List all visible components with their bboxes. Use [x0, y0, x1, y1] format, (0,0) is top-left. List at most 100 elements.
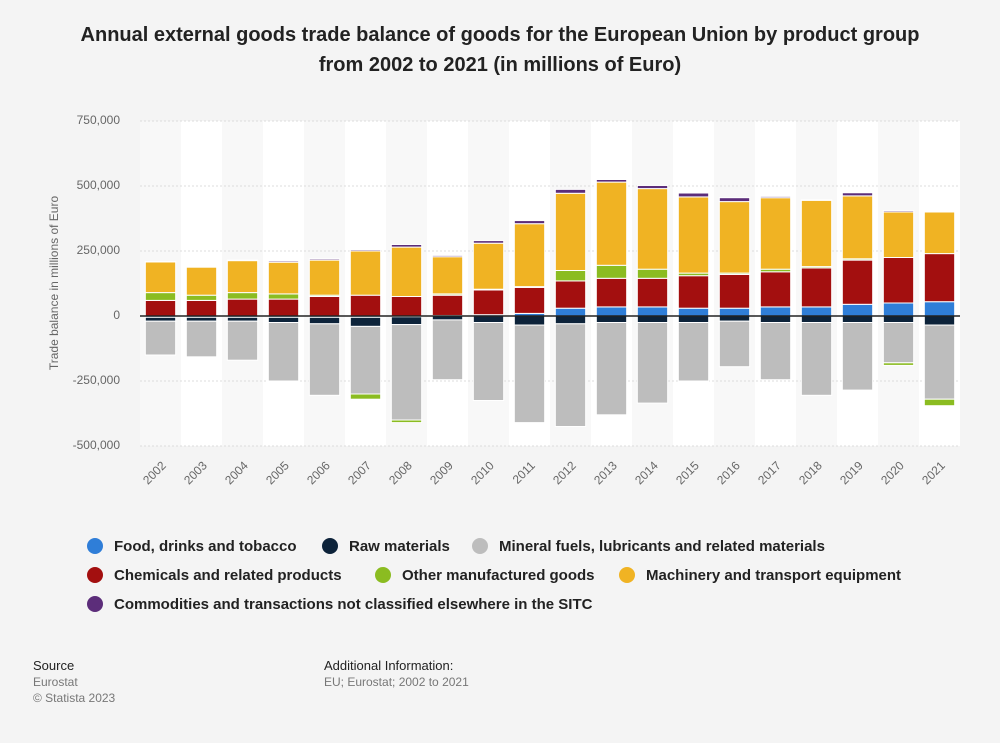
x-tick-label: 2017 — [755, 458, 784, 487]
bar-segment — [554, 192, 587, 271]
bar-segment — [308, 316, 341, 325]
bar-segment — [513, 220, 546, 225]
source: Eurostat — [33, 675, 78, 689]
x-tick-label: 2005 — [263, 458, 292, 487]
bar-segment — [800, 315, 833, 323]
bar-segment — [636, 277, 669, 308]
bar-segment — [841, 192, 874, 197]
legend-label: Mineral fuels, lubricants and related ma… — [499, 538, 825, 555]
bar-segment — [472, 242, 505, 290]
x-tick-label: 2012 — [550, 458, 579, 487]
bar-segment — [554, 280, 587, 309]
bar-segment — [513, 315, 546, 326]
bar-segment — [431, 319, 464, 381]
bar-segment — [636, 184, 669, 190]
bar-segment — [636, 268, 669, 279]
bar-segment — [800, 306, 833, 317]
bar-segment — [472, 289, 505, 316]
bar-segment — [923, 253, 956, 303]
bar-segment — [554, 270, 587, 282]
bar-segment — [800, 267, 833, 308]
bar-segment — [677, 315, 710, 323]
y-tick-label: 500,000 — [77, 178, 121, 192]
bar-segment — [185, 299, 218, 317]
x-tick-label: 2021 — [919, 458, 948, 487]
bar-segment — [677, 275, 710, 309]
x-tick-label: 2008 — [386, 458, 415, 487]
bar-segment — [882, 302, 915, 317]
bar-segment — [882, 362, 915, 366]
x-tick-label: 2004 — [222, 458, 251, 487]
x-tick-label: 2007 — [345, 458, 374, 487]
bar-segment — [636, 315, 669, 323]
x-tick-label: 2019 — [837, 458, 866, 487]
x-tick-label: 2013 — [591, 458, 620, 487]
bar-segment — [226, 260, 259, 294]
bar-segment — [841, 303, 874, 317]
bar-segment — [349, 250, 382, 296]
legend-marker — [375, 567, 391, 583]
bar-segment — [554, 323, 587, 427]
x-tick-label: 2015 — [673, 458, 702, 487]
legend-marker — [322, 538, 338, 554]
source-title: Source — [33, 658, 75, 673]
bar-segment — [677, 307, 710, 317]
bar-segment — [882, 257, 915, 304]
bar-segment — [185, 294, 218, 301]
bar-segment — [677, 192, 710, 198]
y-axis-label: Trade balance in millions of Euro — [47, 196, 61, 371]
bar-segment — [226, 298, 259, 317]
bar-segment — [144, 260, 177, 263]
info: EU; Eurostat; 2002 to 2021 — [324, 675, 469, 689]
x-tick-label: 2010 — [468, 458, 497, 487]
bar-segment — [349, 316, 382, 327]
info-block: Additional Information: EU; Eurostat; 20… — [324, 658, 469, 690]
bar-segment — [349, 294, 382, 317]
bar-segment — [390, 316, 423, 326]
bar-segment — [595, 322, 628, 416]
bar-segment — [800, 199, 833, 268]
bar-segment — [554, 188, 587, 194]
bar-segment — [226, 292, 259, 300]
bar-segment — [390, 419, 423, 424]
bar-segment — [882, 322, 915, 364]
bar-segment — [308, 296, 341, 317]
bar-segment — [718, 307, 751, 317]
bar-segment — [267, 322, 300, 382]
bar-segment — [923, 315, 956, 326]
bar-segment — [472, 240, 505, 244]
bar-segment — [923, 211, 956, 255]
bar-segment — [144, 261, 177, 294]
bar-segment — [595, 264, 628, 279]
bar-segment — [841, 195, 874, 260]
legend-marker — [472, 538, 488, 554]
x-tick-label: 2020 — [878, 458, 907, 487]
bar-segment — [267, 293, 300, 300]
bar-segment — [718, 201, 751, 274]
bar-segment — [390, 246, 423, 298]
bar-segment — [759, 197, 792, 270]
legend-label: Machinery and transport equipment — [646, 567, 901, 584]
x-tick-label: 2003 — [181, 458, 210, 487]
bar-segment — [185, 320, 218, 358]
legend-label: Other manufactured goods — [402, 567, 595, 584]
bar-segment — [677, 322, 710, 382]
bar-segment — [882, 210, 915, 213]
x-tick-label: 2016 — [714, 458, 743, 487]
bar-segment — [759, 315, 792, 323]
legend-marker — [619, 567, 635, 583]
bar-segment — [144, 316, 177, 322]
legend-marker — [87, 567, 103, 583]
bar-segment — [636, 322, 669, 404]
bar-segment — [759, 271, 792, 308]
bar-segment — [144, 292, 177, 301]
bar-segment — [718, 197, 751, 203]
bar-segment — [923, 324, 956, 400]
bar-segment — [595, 181, 628, 266]
bar-segment — [472, 322, 505, 401]
bar-segment — [923, 398, 956, 407]
x-tick-label: 2009 — [427, 458, 456, 487]
bar-segment — [513, 286, 546, 314]
bar-segment — [677, 196, 710, 274]
